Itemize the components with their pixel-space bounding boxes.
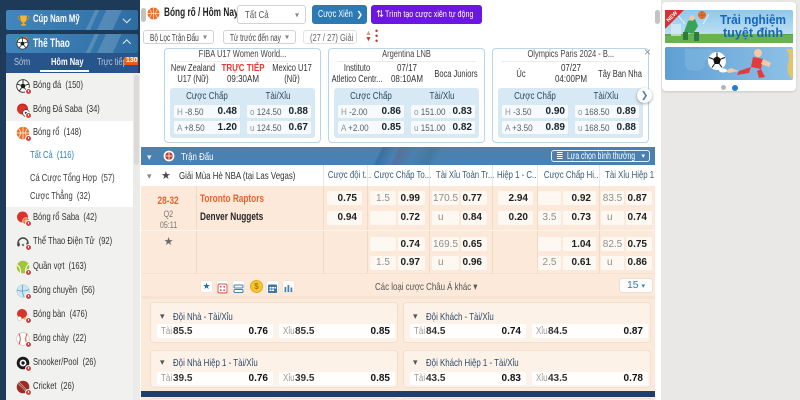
svg-text:tuyệt đỉnh: tuyệt đỉnh bbox=[723, 26, 783, 40]
svg-text:Trải nghiệm: Trải nghiệm bbox=[720, 13, 786, 27]
